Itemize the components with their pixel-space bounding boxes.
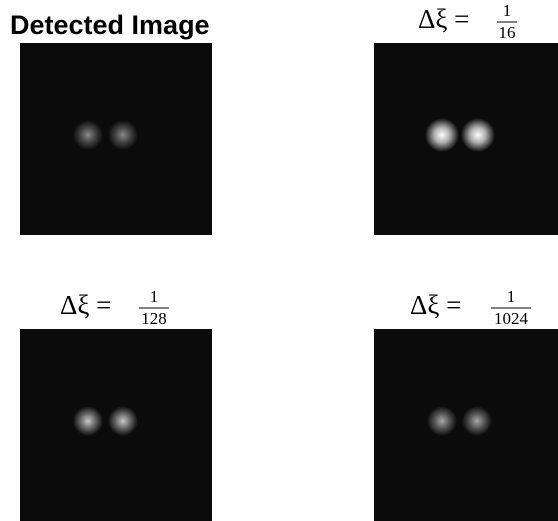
denominator: 1024 <box>494 309 529 328</box>
title-lhs: Δξ = <box>418 4 469 34</box>
numerator: 1 <box>507 287 516 306</box>
numerator: 1 <box>150 287 159 306</box>
title-lhs: Δξ = <box>410 290 461 320</box>
image-panel <box>20 329 212 521</box>
panel-title: Δξ = 1 1024 <box>410 287 531 328</box>
figure: Detected Image Δξ = 1 16 Δξ = 1 128 Δξ =… <box>0 0 558 521</box>
title-lhs: Δξ = <box>60 290 111 320</box>
denominator: 128 <box>141 309 167 328</box>
denominator: 16 <box>499 23 516 42</box>
image-panel <box>374 43 558 235</box>
panel-title: Δξ = 1 16 <box>418 1 517 42</box>
panel-title: Detected Image <box>10 10 210 40</box>
numerator: 1 <box>503 1 512 20</box>
image-panel <box>374 329 558 521</box>
image-panel <box>20 43 212 235</box>
panel-title: Δξ = 1 128 <box>60 287 169 328</box>
